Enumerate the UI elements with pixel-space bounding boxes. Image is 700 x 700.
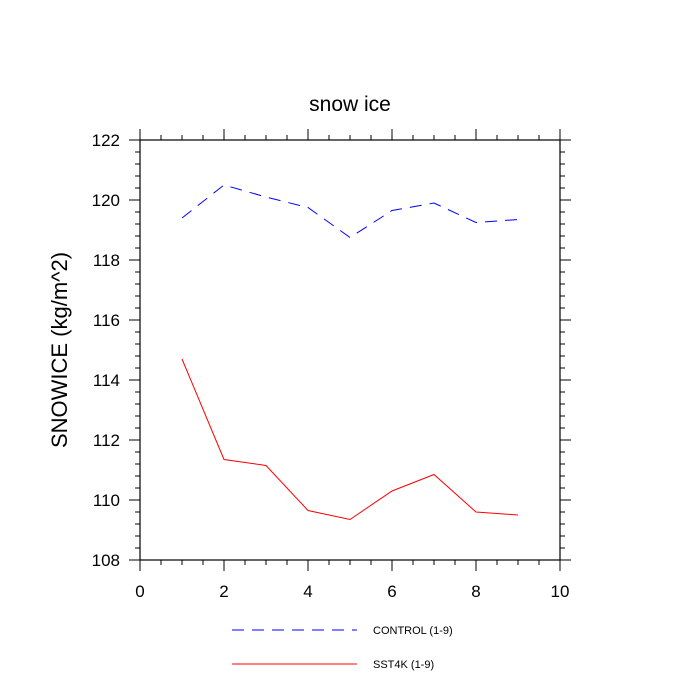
y-tick-label: 112 [93,431,120,450]
legend-label: SST4K (1-9) [373,659,434,671]
y-tick-label: 122 [92,131,120,150]
x-tick-label: 2 [219,582,228,601]
x-tick-label: 6 [387,582,396,601]
series-layer [181,184,519,521]
y-tick-label: 108 [92,551,120,570]
legend: CONTROL (1-9) SST4K (1-9) [232,625,453,671]
x-tick-label: 8 [471,582,480,601]
y-tick-label: 110 [93,491,120,510]
y-tick-label: 114 [93,371,120,390]
x-tick-label: 10 [551,582,570,601]
y-tick-label: 118 [93,251,120,270]
axis-ticks [129,129,571,571]
legend-label: CONTROL (1-9) [373,625,453,637]
series-line-2 [181,358,519,521]
x-tick-label: 0 [135,582,144,601]
tick-labels: 0 2 4 6 8 10 108 110 112 114 116 118 120 122 [92,131,570,601]
plot-frame [139,139,561,561]
y-tick-label: 120 [92,191,120,210]
series-line-1 [181,184,519,239]
y-tick-label: 116 [93,311,120,330]
y-axis-label: SNOWICE (kg/m^2) [47,252,72,448]
chart-title: snow ice [309,93,391,116]
x-tick-label: 4 [303,582,312,601]
